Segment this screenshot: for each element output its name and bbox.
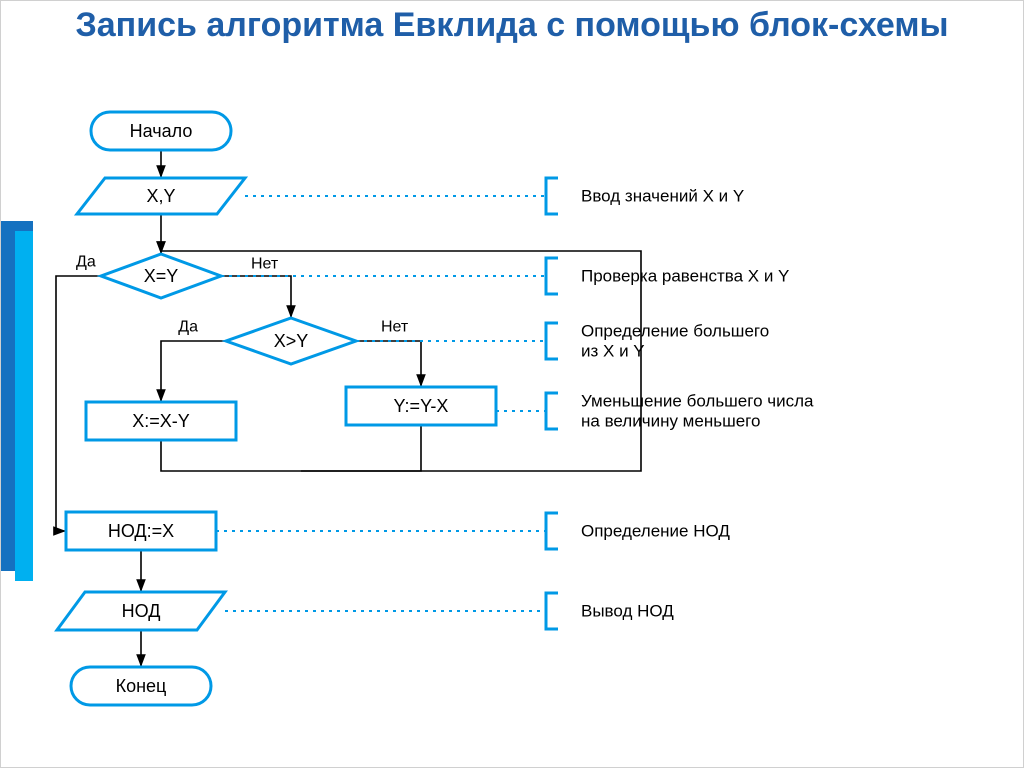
flow-edge (301, 425, 421, 471)
flowchart-end-label: Конец (116, 676, 167, 696)
edge-label: Да (76, 254, 96, 271)
flowchart-canvas: Да Нет Да Нет Начало Х,Y X=Y X>Y X:=X-Y Y:=Y-X НОД… (1, 101, 1024, 761)
annotation-bracket (546, 513, 558, 549)
flow-edge (161, 341, 226, 402)
flow-edge (161, 440, 301, 471)
flowchart-nodset-label: НОД:=Х (108, 521, 174, 541)
annotation-text: Определение большего (581, 322, 769, 341)
edge-label: Да (178, 319, 198, 336)
annotation-text: на величину меньшего (581, 412, 760, 431)
slide: Запись алгоритма Евклида с помощью блок-… (0, 0, 1024, 768)
annotation-bracket (546, 323, 558, 359)
flowchart-output-label: НОД (122, 601, 161, 621)
edge-label: Нет (251, 256, 279, 273)
page-title: Запись алгоритма Евклида с помощью блок-… (1, 7, 1023, 44)
flowchart-start-label: Начало (130, 121, 193, 141)
annotation-text: Ввод значений Х и Y (581, 187, 744, 206)
edge-label: Нет (381, 319, 409, 336)
annotation-bracket (546, 178, 558, 214)
annotation-text: Определение НОД (581, 522, 730, 541)
flowchart-xmy-label: X:=X-Y (132, 411, 190, 431)
annotation-bracket (546, 393, 558, 429)
flow-edge (221, 276, 291, 318)
flow-edge (356, 341, 421, 387)
flowchart-input-label: Х,Y (146, 186, 175, 206)
flowchart-ymx-label: Y:=Y-X (394, 396, 449, 416)
annotation-bracket (546, 258, 558, 294)
annotation-text: Вывод НОД (581, 602, 674, 621)
annotation-bracket (546, 593, 558, 629)
flowchart-gt-label: X>Y (274, 331, 309, 351)
annotation-text: Уменьшение большего числа (581, 392, 814, 411)
annotation-text: из Х и Y (581, 342, 645, 361)
annotation-text: Проверка равенства Х и Y (581, 267, 789, 286)
flowchart-eq-label: X=Y (144, 266, 179, 286)
